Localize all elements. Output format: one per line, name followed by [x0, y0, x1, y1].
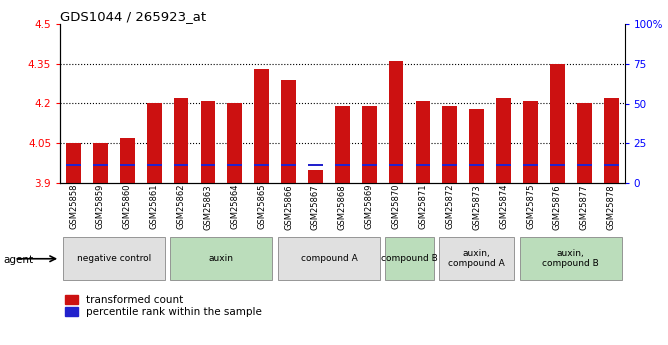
Bar [281, 164, 296, 166]
Text: GSM25872: GSM25872 [446, 184, 454, 229]
Bar [362, 164, 377, 166]
Bar [496, 164, 511, 166]
Bar [335, 164, 350, 166]
Bar [523, 164, 538, 166]
Bar [415, 164, 430, 166]
Bar [520, 237, 622, 280]
Bar [200, 101, 215, 183]
Bar [389, 61, 403, 183]
Bar [389, 164, 403, 166]
Bar [439, 237, 514, 280]
Bar [255, 69, 269, 183]
Text: GSM25867: GSM25867 [311, 184, 320, 229]
Bar [120, 138, 135, 183]
Text: GSM25874: GSM25874 [499, 184, 508, 229]
Bar [335, 106, 350, 183]
Bar [93, 164, 108, 166]
Bar [174, 98, 188, 183]
Bar [255, 164, 269, 166]
Bar [442, 164, 458, 166]
Text: GSM25859: GSM25859 [96, 184, 105, 229]
Bar [227, 104, 242, 183]
Bar [200, 164, 215, 166]
Bar [63, 237, 165, 280]
Bar [147, 104, 162, 183]
Text: GSM25861: GSM25861 [150, 184, 159, 229]
Bar [385, 237, 434, 280]
Bar [93, 143, 108, 183]
Text: auxin: auxin [209, 254, 234, 263]
Bar [174, 164, 188, 166]
Text: GSM25869: GSM25869 [365, 184, 373, 229]
Bar [442, 106, 458, 183]
Text: GSM25866: GSM25866 [284, 184, 293, 229]
Bar [308, 170, 323, 183]
Bar [227, 164, 242, 166]
Bar [415, 101, 430, 183]
Bar [170, 237, 273, 280]
Text: GSM25876: GSM25876 [553, 184, 562, 229]
Text: GSM25870: GSM25870 [391, 184, 401, 229]
Bar [604, 98, 619, 183]
Bar [308, 164, 323, 166]
Text: compound B: compound B [381, 254, 438, 263]
Text: negative control: negative control [77, 254, 151, 263]
Bar [523, 101, 538, 183]
Text: GSM25868: GSM25868 [338, 184, 347, 229]
Text: GSM25862: GSM25862 [176, 184, 186, 229]
Text: GSM25860: GSM25860 [123, 184, 132, 229]
Bar [147, 164, 162, 166]
Text: GSM25863: GSM25863 [204, 184, 212, 229]
Bar [577, 104, 592, 183]
Bar [120, 164, 135, 166]
Bar [550, 64, 564, 183]
Text: GSM25877: GSM25877 [580, 184, 589, 229]
Text: GDS1044 / 265923_at: GDS1044 / 265923_at [60, 10, 206, 23]
Bar [362, 106, 377, 183]
Text: GSM25871: GSM25871 [418, 184, 428, 229]
Text: auxin,
compound B: auxin, compound B [542, 249, 599, 268]
Text: auxin,
compound A: auxin, compound A [448, 249, 505, 268]
Bar [278, 237, 380, 280]
Bar [66, 164, 81, 166]
Text: GSM25858: GSM25858 [69, 184, 78, 229]
Text: compound A: compound A [301, 254, 357, 263]
Text: GSM25875: GSM25875 [526, 184, 535, 229]
Bar [496, 98, 511, 183]
Text: GSM25878: GSM25878 [607, 184, 616, 229]
Bar [470, 164, 484, 166]
Text: GSM25864: GSM25864 [230, 184, 239, 229]
Legend: transformed count, percentile rank within the sample: transformed count, percentile rank withi… [65, 295, 262, 317]
Text: agent: agent [3, 256, 33, 265]
Bar [577, 164, 592, 166]
Text: GSM25873: GSM25873 [472, 184, 481, 229]
Bar [604, 164, 619, 166]
Bar [470, 109, 484, 183]
Bar [281, 80, 296, 183]
Bar [66, 143, 81, 183]
Text: GSM25865: GSM25865 [257, 184, 267, 229]
Bar [550, 164, 564, 166]
